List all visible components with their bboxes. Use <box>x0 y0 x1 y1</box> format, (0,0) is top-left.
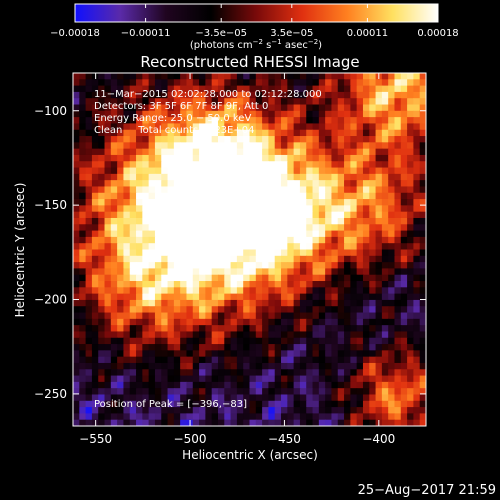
x-axis-ticks: −550 −500 −450 −400 <box>79 73 395 446</box>
y-tick-label: −100 <box>34 104 67 118</box>
y-tick-label: −250 <box>34 387 67 401</box>
x-axis-label: Heliocentric X (arcsec) <box>182 448 318 462</box>
colorbar-tick-label: 0.00011 <box>347 28 388 39</box>
annotation-energy-range: Energy Range: 25.0 − 50.0 keV <box>94 113 251 124</box>
heatmap-image <box>73 73 426 426</box>
colorbar <box>74 3 439 23</box>
plot-frame <box>72 72 427 427</box>
colorbar-unit-label: (photons cm−2 s−1 asec−2) <box>190 38 322 51</box>
x-tick-label: −400 <box>362 432 395 446</box>
colorbar-tick-label: 0.00018 <box>417 28 458 39</box>
x-tick-label: −550 <box>79 432 112 446</box>
colorbar-tick-label: −0.00018 <box>50 28 100 39</box>
peak-position-label: Position of Peak = [−396,−83] <box>94 399 247 410</box>
annotation-detectors: Detectors: 3F 5F 6F 7F 8F 9F, Att 0 <box>94 101 268 112</box>
chart-title: Reconstructed RHESSI Image <box>140 53 359 71</box>
y-tick-label: −150 <box>34 198 67 212</box>
footer-timestamp: 25−Aug−2017 21:59 <box>358 483 496 498</box>
colorbar-ticks: −0.00018 −0.00011 −3.5e−05 3.5e−05 0.00011 0.… <box>50 4 459 39</box>
x-tick-label: −500 <box>174 432 207 446</box>
x-tick-label: −450 <box>268 432 301 446</box>
colorbar-tick-label: −3.5e−05 <box>195 28 247 39</box>
y-axis-label: Heliocentric Y (arcsec) <box>13 183 27 318</box>
annotation-time-range: 11−Mar−2015 02:02:28.000 to 02:12:28.000 <box>94 89 322 100</box>
annotation-clean-counts: Clean Total counts: 1.23E+04 <box>94 125 254 136</box>
colorbar-tick-label: −0.00011 <box>121 28 171 39</box>
y-tick-label: −200 <box>34 293 67 307</box>
colorbar-tick-label: 3.5e−05 <box>270 28 313 39</box>
annotation-block: 11−Mar−2015 02:02:28.000 to 02:12:28.000… <box>94 89 322 136</box>
y-axis-ticks: −250 −200 −150 −100 <box>34 104 426 401</box>
